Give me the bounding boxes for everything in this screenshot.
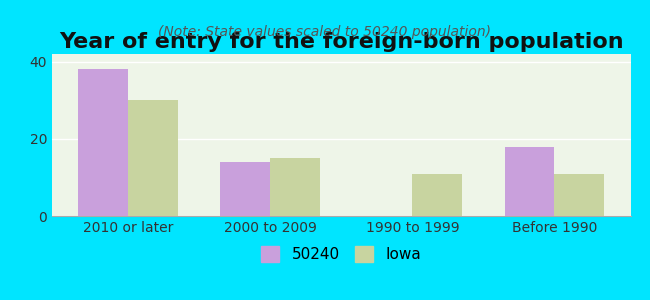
Bar [504, 147, 554, 216]
Bar [220, 162, 270, 216]
Bar [554, 174, 604, 216]
Title: Year of entry for the foreign-born population: Year of entry for the foreign-born popul… [59, 32, 623, 52]
Legend: 50240, Iowa: 50240, Iowa [254, 239, 429, 270]
Bar [412, 174, 462, 216]
Bar [270, 158, 320, 216]
Bar [128, 100, 178, 216]
Text: (Note: State values scaled to 50240 population): (Note: State values scaled to 50240 popu… [159, 25, 491, 39]
Bar [78, 69, 128, 216]
